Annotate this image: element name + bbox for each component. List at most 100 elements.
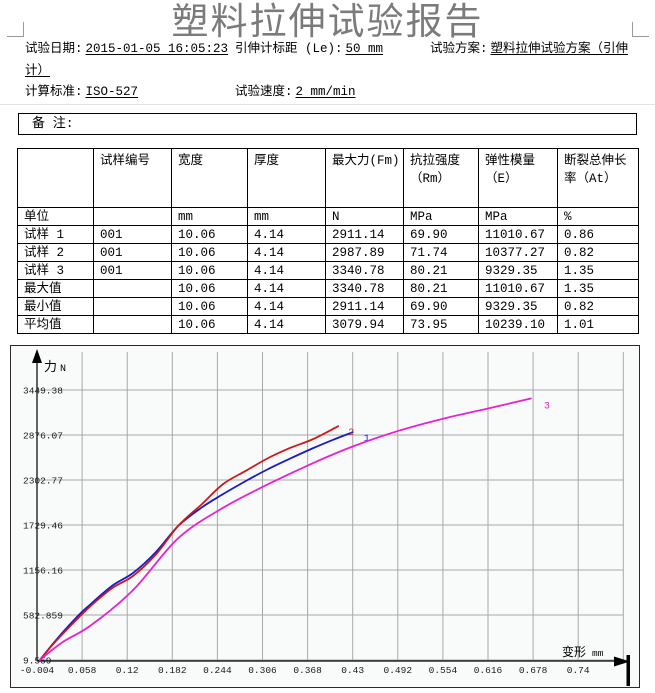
x-tick-label: 0.058 <box>68 665 97 676</box>
margin-crop-mark <box>23 22 24 36</box>
margin-crop-mark <box>7 36 24 37</box>
table-cell: 2911.14 <box>325 225 404 244</box>
table-cell: 4.14 <box>247 261 326 280</box>
table-cell: 4.14 <box>247 297 326 316</box>
table-cell: 试样 1 <box>17 225 94 244</box>
chart-canvas: 9.559 582.859 1156.16 1729.46 2302.77 2876.07… <box>20 349 630 686</box>
y-axis-unit: N <box>60 364 66 375</box>
remarks-box: 备 注: <box>18 113 637 135</box>
table-cell: 10.06 <box>171 297 248 316</box>
table-cell <box>93 207 172 226</box>
field-gauge-length: 引伸计标距 (Le): 50 mm <box>235 42 384 56</box>
table-cell: 10.06 <box>171 279 248 298</box>
table-cell: 单位 <box>17 207 94 226</box>
table-cell: 001 <box>93 225 172 244</box>
table-cell: 10.06 <box>171 243 248 262</box>
force-deformation-chart: 9.559 582.859 1156.16 1729.46 2302.77 2876.07… <box>10 345 640 688</box>
x-axis-arrow-icon <box>614 656 630 667</box>
column-header: 抗拉强度 （Rm） <box>403 148 479 208</box>
section-divider <box>0 104 655 105</box>
table-cell: 69.90 <box>403 225 479 244</box>
table-cell: 4.14 <box>247 315 326 334</box>
column-header <box>17 148 94 208</box>
table-cell: 3340.78 <box>325 261 404 280</box>
table-cell: % <box>557 207 639 226</box>
table-cell: 10239.10 <box>478 315 558 334</box>
column-header: 弹性模量 （E） <box>478 148 558 208</box>
table-cell: 1.35 <box>557 261 639 280</box>
table-cell: 3079.94 <box>325 315 404 334</box>
table-row: 试样 2 001 10.06 4.14 2987.89 71.74 10377.27 0.82 <box>17 243 639 262</box>
table-cell: mm <box>247 207 326 226</box>
table-cell: 10377.27 <box>478 243 558 262</box>
test-date-value: 2015-01-05 16:05:23 <box>85 42 229 56</box>
table-cell: 80.21 <box>403 279 479 298</box>
x-tick-label: 0.616 <box>474 665 503 676</box>
y-axis-title: 力 <box>44 360 57 375</box>
table-cell: 3340.78 <box>325 279 404 298</box>
column-header: 断裂总伸长率（At） <box>557 148 639 208</box>
x-tick-label: -0.004 <box>20 665 55 676</box>
table-cell: mm <box>171 207 248 226</box>
curve-sample-2 <box>39 425 340 661</box>
curve-label-2: 2 <box>348 428 354 439</box>
x-tick-label: 0.244 <box>203 665 232 676</box>
table-cell: 试样 2 <box>17 243 94 262</box>
column-header: 最大力(Fm) <box>325 148 404 208</box>
margin-crop-mark <box>632 22 633 36</box>
axis-end-bar <box>626 655 630 686</box>
x-axis-unit: mm <box>592 648 604 659</box>
remarks-label: 备 注: <box>32 116 74 131</box>
table-cell: 11010.67 <box>478 225 558 244</box>
table-row: 最小值 10.06 4.14 2911.14 69.90 9329.35 0.82 <box>17 297 639 316</box>
table-cell: N <box>325 207 404 226</box>
curve-sample-3 <box>39 397 532 661</box>
curve-sample-1 <box>39 431 354 661</box>
y-axis-arrow-icon <box>32 349 42 363</box>
x-tick-label: 0.43 <box>341 665 364 676</box>
table-cell: 80.21 <box>403 261 479 280</box>
field-test-speed: 试验速度: 2 mm/min <box>235 85 356 99</box>
table-cell: 2911.14 <box>325 297 404 316</box>
column-header: 宽度 <box>171 148 248 208</box>
field-calc-standard: 计算标准: ISO-527 <box>25 85 139 99</box>
x-axis-title: 变形 <box>562 644 586 660</box>
table-cell: 4.14 <box>247 243 326 262</box>
table-row: 最大值 10.06 4.14 3340.78 80.21 11010.67 1.35 <box>17 279 639 298</box>
field-test-scheme-wrap: 计） <box>25 59 50 78</box>
y-tick-label: 582.859 <box>23 611 63 622</box>
y-tick-label: 9.559 <box>23 656 52 667</box>
table-row: 试样 1 001 10.06 4.14 2911.14 69.90 11010.67 0.86 <box>17 225 639 244</box>
page-title: 塑料拉伸试验报告 <box>171 2 484 43</box>
table-row: 平均值 10.06 4.14 3079.94 73.95 10239.10 1.01 <box>17 315 639 334</box>
x-tick-label: 0.74 <box>567 665 590 676</box>
table-cell: 9329.35 <box>478 297 558 316</box>
report-table-body: 试样编号 宽度 厚度 最大力(Fm) 抗拉强度 （Rm） 弹性模量 （E） 断裂总伸长率（A… <box>17 148 639 334</box>
x-tick-label: 0.368 <box>293 665 322 676</box>
margin-crop-mark <box>632 36 649 37</box>
curve-label-3: 3 <box>544 402 550 413</box>
table-row: 试样编号 宽度 厚度 最大力(Fm) 抗拉强度 （Rm） 弹性模量 （E） 断裂总伸长率（A… <box>17 148 639 208</box>
x-tick-label: 0.492 <box>384 665 413 676</box>
table-cell: 10.06 <box>171 261 248 280</box>
table-cell: 69.90 <box>403 297 479 316</box>
field-test-scheme: 试验方案: 塑料拉伸试验方案（引伸 <box>430 42 629 56</box>
table-cell: 11010.67 <box>478 279 558 298</box>
table-row: 单位 mm mm N MPa MPa% <box>17 207 639 226</box>
table-cell: MPa <box>478 207 558 226</box>
y-tick-label: 1156.16 <box>23 566 63 577</box>
table-cell: 9329.35 <box>478 261 558 280</box>
table-cell: 0.82 <box>557 297 639 316</box>
table-cell <box>93 279 172 298</box>
table-cell: 1.35 <box>557 279 639 298</box>
x-tick-label: 0.554 <box>429 665 458 676</box>
calc-standard-value: ISO-527 <box>85 85 139 99</box>
table-cell: 10.06 <box>171 315 248 334</box>
table-cell: 最小值 <box>17 297 94 316</box>
test-scheme-value: 塑料拉伸试验方案（引伸 <box>490 42 629 56</box>
y-tick-label: 2302.77 <box>23 476 63 487</box>
table-cell: 0.82 <box>557 243 639 262</box>
gauge-length-value: 50 mm <box>345 42 384 56</box>
test-speed-value: 2 mm/min <box>295 85 356 99</box>
x-tick-label: 0.306 <box>248 665 277 676</box>
